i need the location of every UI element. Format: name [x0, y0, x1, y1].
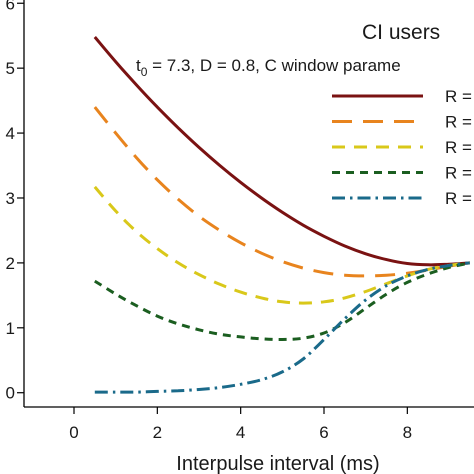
chart-subtitle: t0 = 7.3, D = 0.8, C window parame — [136, 56, 401, 79]
legend-label-2: R = — [445, 113, 472, 132]
series-line-3 — [93, 185, 470, 305]
series-line-1 — [93, 36, 470, 267]
legend: R = R = R = R = R = — [332, 87, 472, 208]
legend-label-1: R = — [445, 87, 472, 106]
y-tick-label: 5 — [6, 59, 15, 78]
subtitle-rest: = 7.3, D = 0.8, C window parame — [147, 56, 400, 75]
series-group — [93, 36, 471, 394]
legend-label-3: R = — [445, 138, 472, 157]
series-line-5 — [94, 261, 470, 394]
y-tick-label: 6 — [6, 0, 15, 13]
y-tick-label: 4 — [6, 124, 15, 143]
legend-label-5: R = — [445, 189, 472, 208]
subtitle-t: t — [136, 56, 141, 75]
y-tick-label: 3 — [6, 189, 15, 208]
x-tick-label: 0 — [69, 423, 78, 442]
legend-label-4: R = — [445, 164, 472, 183]
x-tick-label: 4 — [236, 423, 245, 442]
chart-title: CI users — [362, 21, 440, 44]
y-ticks: 0 1 2 3 4 5 6 — [6, 0, 24, 403]
x-tick-label: 6 — [319, 423, 328, 442]
y-tick-label: 2 — [6, 254, 15, 273]
y-tick-label: 0 — [6, 384, 15, 403]
y-tick-label: 1 — [6, 319, 15, 338]
x-axis-label: Interpulse interval (ms) — [176, 453, 379, 474]
subtitle-subscript: 0 — [141, 65, 148, 79]
series-line-2 — [93, 106, 471, 278]
x-tick-label: 8 — [403, 423, 412, 442]
x-tick-label: 2 — [153, 423, 162, 442]
series-line-4 — [94, 261, 471, 342]
x-ticks: 0 2 4 6 8 — [69, 407, 412, 442]
